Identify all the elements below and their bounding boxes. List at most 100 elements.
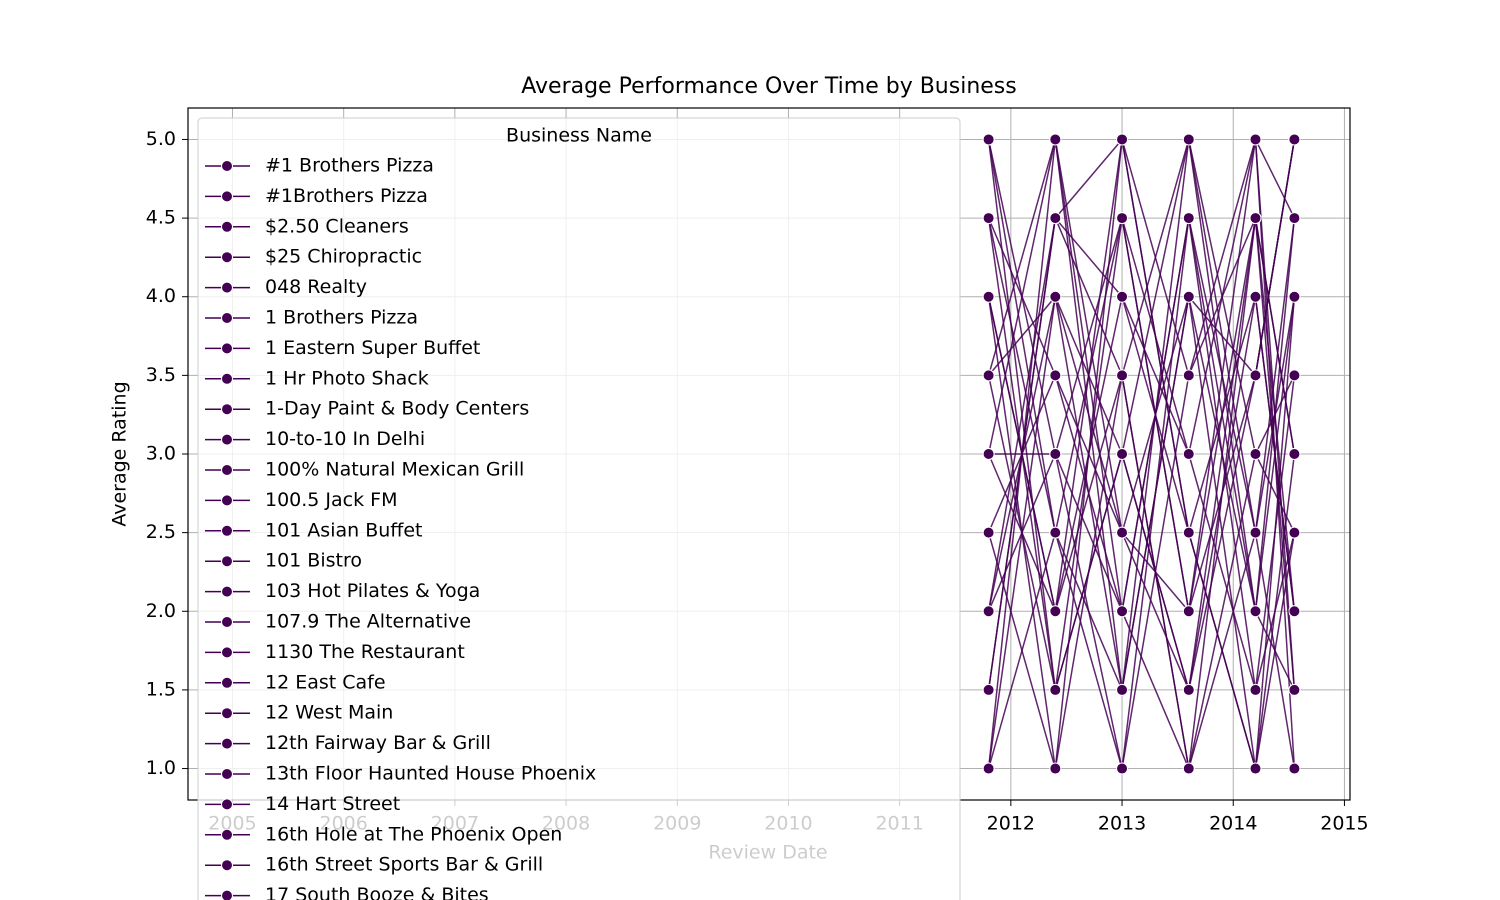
series-point xyxy=(1288,212,1301,225)
series-point xyxy=(1249,212,1262,225)
series-point xyxy=(1116,212,1129,225)
y-tick-label: 4.5 xyxy=(146,207,176,229)
series-line xyxy=(987,139,1296,772)
series-point xyxy=(1288,683,1301,696)
series-point xyxy=(1182,448,1195,460)
series-point xyxy=(1049,369,1062,382)
legend-label: 16th Hole at The Phoenix Open xyxy=(265,823,562,845)
series-point xyxy=(1116,762,1129,775)
series-point xyxy=(1116,448,1129,460)
legend-marker xyxy=(221,646,233,659)
series-point xyxy=(1249,133,1262,146)
legend-label: 048 Realty xyxy=(265,276,367,298)
series-point xyxy=(1182,290,1195,303)
legend-marker xyxy=(221,768,233,780)
series-point xyxy=(1116,290,1129,303)
series-point xyxy=(1182,762,1195,775)
series-point xyxy=(1182,212,1195,225)
legend-marker xyxy=(221,828,233,841)
series-point xyxy=(1249,683,1262,696)
y-tick-label: 5.0 xyxy=(146,128,176,150)
legend-label: 101 Bistro xyxy=(265,550,362,572)
legend-label: #1Brothers Pizza xyxy=(265,185,428,207)
series-point xyxy=(1249,526,1262,539)
x-tick-label: 2013 xyxy=(1098,813,1146,835)
series-point xyxy=(1288,369,1301,382)
legend-marker xyxy=(221,190,233,203)
series-point xyxy=(1182,133,1195,146)
series-point xyxy=(1049,290,1062,303)
series-point xyxy=(1182,605,1195,618)
series-point xyxy=(982,212,995,225)
legend-label: 107.9 The Alternative xyxy=(265,611,471,633)
series-point xyxy=(1249,605,1262,618)
series-point xyxy=(982,683,995,696)
series-point xyxy=(1288,448,1301,460)
plot-area xyxy=(982,133,1301,775)
legend-label: 101 Asian Buffet xyxy=(265,519,423,541)
series-point xyxy=(982,133,995,146)
series-line xyxy=(988,217,1296,614)
legend-marker xyxy=(221,312,233,324)
series-point xyxy=(1116,133,1129,146)
legend-label: $25 Chiropractic xyxy=(265,246,422,268)
series-point xyxy=(1288,762,1301,775)
y-tick-label: 3.5 xyxy=(146,364,176,386)
legend-label: 13th Floor Haunted House Phoenix xyxy=(265,763,596,785)
y-tick-label: 2.0 xyxy=(146,600,176,622)
y-axis-label: Average Rating xyxy=(109,381,131,526)
chart-title: Average Performance Over Time by Busines… xyxy=(521,74,1016,99)
legend-label: 14 Hart Street xyxy=(265,793,400,815)
legend-label: 10-to-10 In Delhi xyxy=(265,428,425,450)
series-line xyxy=(987,139,1296,769)
legend-marker xyxy=(221,372,233,385)
series-point xyxy=(1049,683,1062,696)
legend-marker xyxy=(221,737,233,750)
x-tick-label: 2015 xyxy=(1320,813,1368,835)
series-line xyxy=(988,139,1296,691)
series-point xyxy=(1288,290,1301,303)
y-tick-label: 1.5 xyxy=(146,678,176,700)
y-tick-label: 4.0 xyxy=(146,285,176,307)
legend-marker xyxy=(221,494,233,507)
legend-marker xyxy=(221,555,233,568)
legend: Business Name #1 Brothers Pizza #1Brother… xyxy=(197,117,961,900)
series-point xyxy=(1116,683,1129,696)
legend-marker xyxy=(221,281,233,294)
legend-marker xyxy=(221,403,233,416)
legend-marker xyxy=(221,798,233,811)
x-tick-label: 2012 xyxy=(987,813,1035,835)
legend-label: 100% Natural Mexican Grill xyxy=(265,459,524,481)
series-point xyxy=(1049,526,1062,539)
legend-marker xyxy=(221,889,233,900)
series-point xyxy=(1116,526,1129,539)
legend-marker xyxy=(221,524,233,537)
series-point xyxy=(982,762,995,775)
series-point xyxy=(1116,369,1129,382)
legend-marker xyxy=(221,585,233,598)
legend-label: 1 Hr Photo Shack xyxy=(265,367,429,389)
series-point xyxy=(1049,605,1062,618)
series-point xyxy=(982,605,995,618)
series-line xyxy=(987,139,1296,691)
legend-marker xyxy=(221,251,233,264)
series-point xyxy=(1182,526,1195,539)
legend-label: 17 South Booze & Bites xyxy=(265,884,489,900)
legend-label: 12 West Main xyxy=(265,702,393,724)
legend-marker xyxy=(221,220,233,233)
series-point xyxy=(1249,290,1262,303)
legend-marker xyxy=(221,433,233,446)
series-point xyxy=(1288,526,1301,539)
series-point xyxy=(1049,448,1062,460)
legend-marker xyxy=(221,160,233,172)
legend-marker xyxy=(221,707,233,720)
legend-title: Business Name xyxy=(506,125,652,147)
y-tick-label: 2.5 xyxy=(146,521,176,543)
y-tick-label: 3.0 xyxy=(146,443,176,465)
legend-label: 12th Fairway Bar & Grill xyxy=(265,732,491,754)
legend-marker xyxy=(221,859,233,872)
legend-marker xyxy=(221,464,233,476)
y-tick-label: 1.0 xyxy=(146,757,176,779)
series-point xyxy=(1288,133,1301,146)
series-point xyxy=(982,526,995,539)
